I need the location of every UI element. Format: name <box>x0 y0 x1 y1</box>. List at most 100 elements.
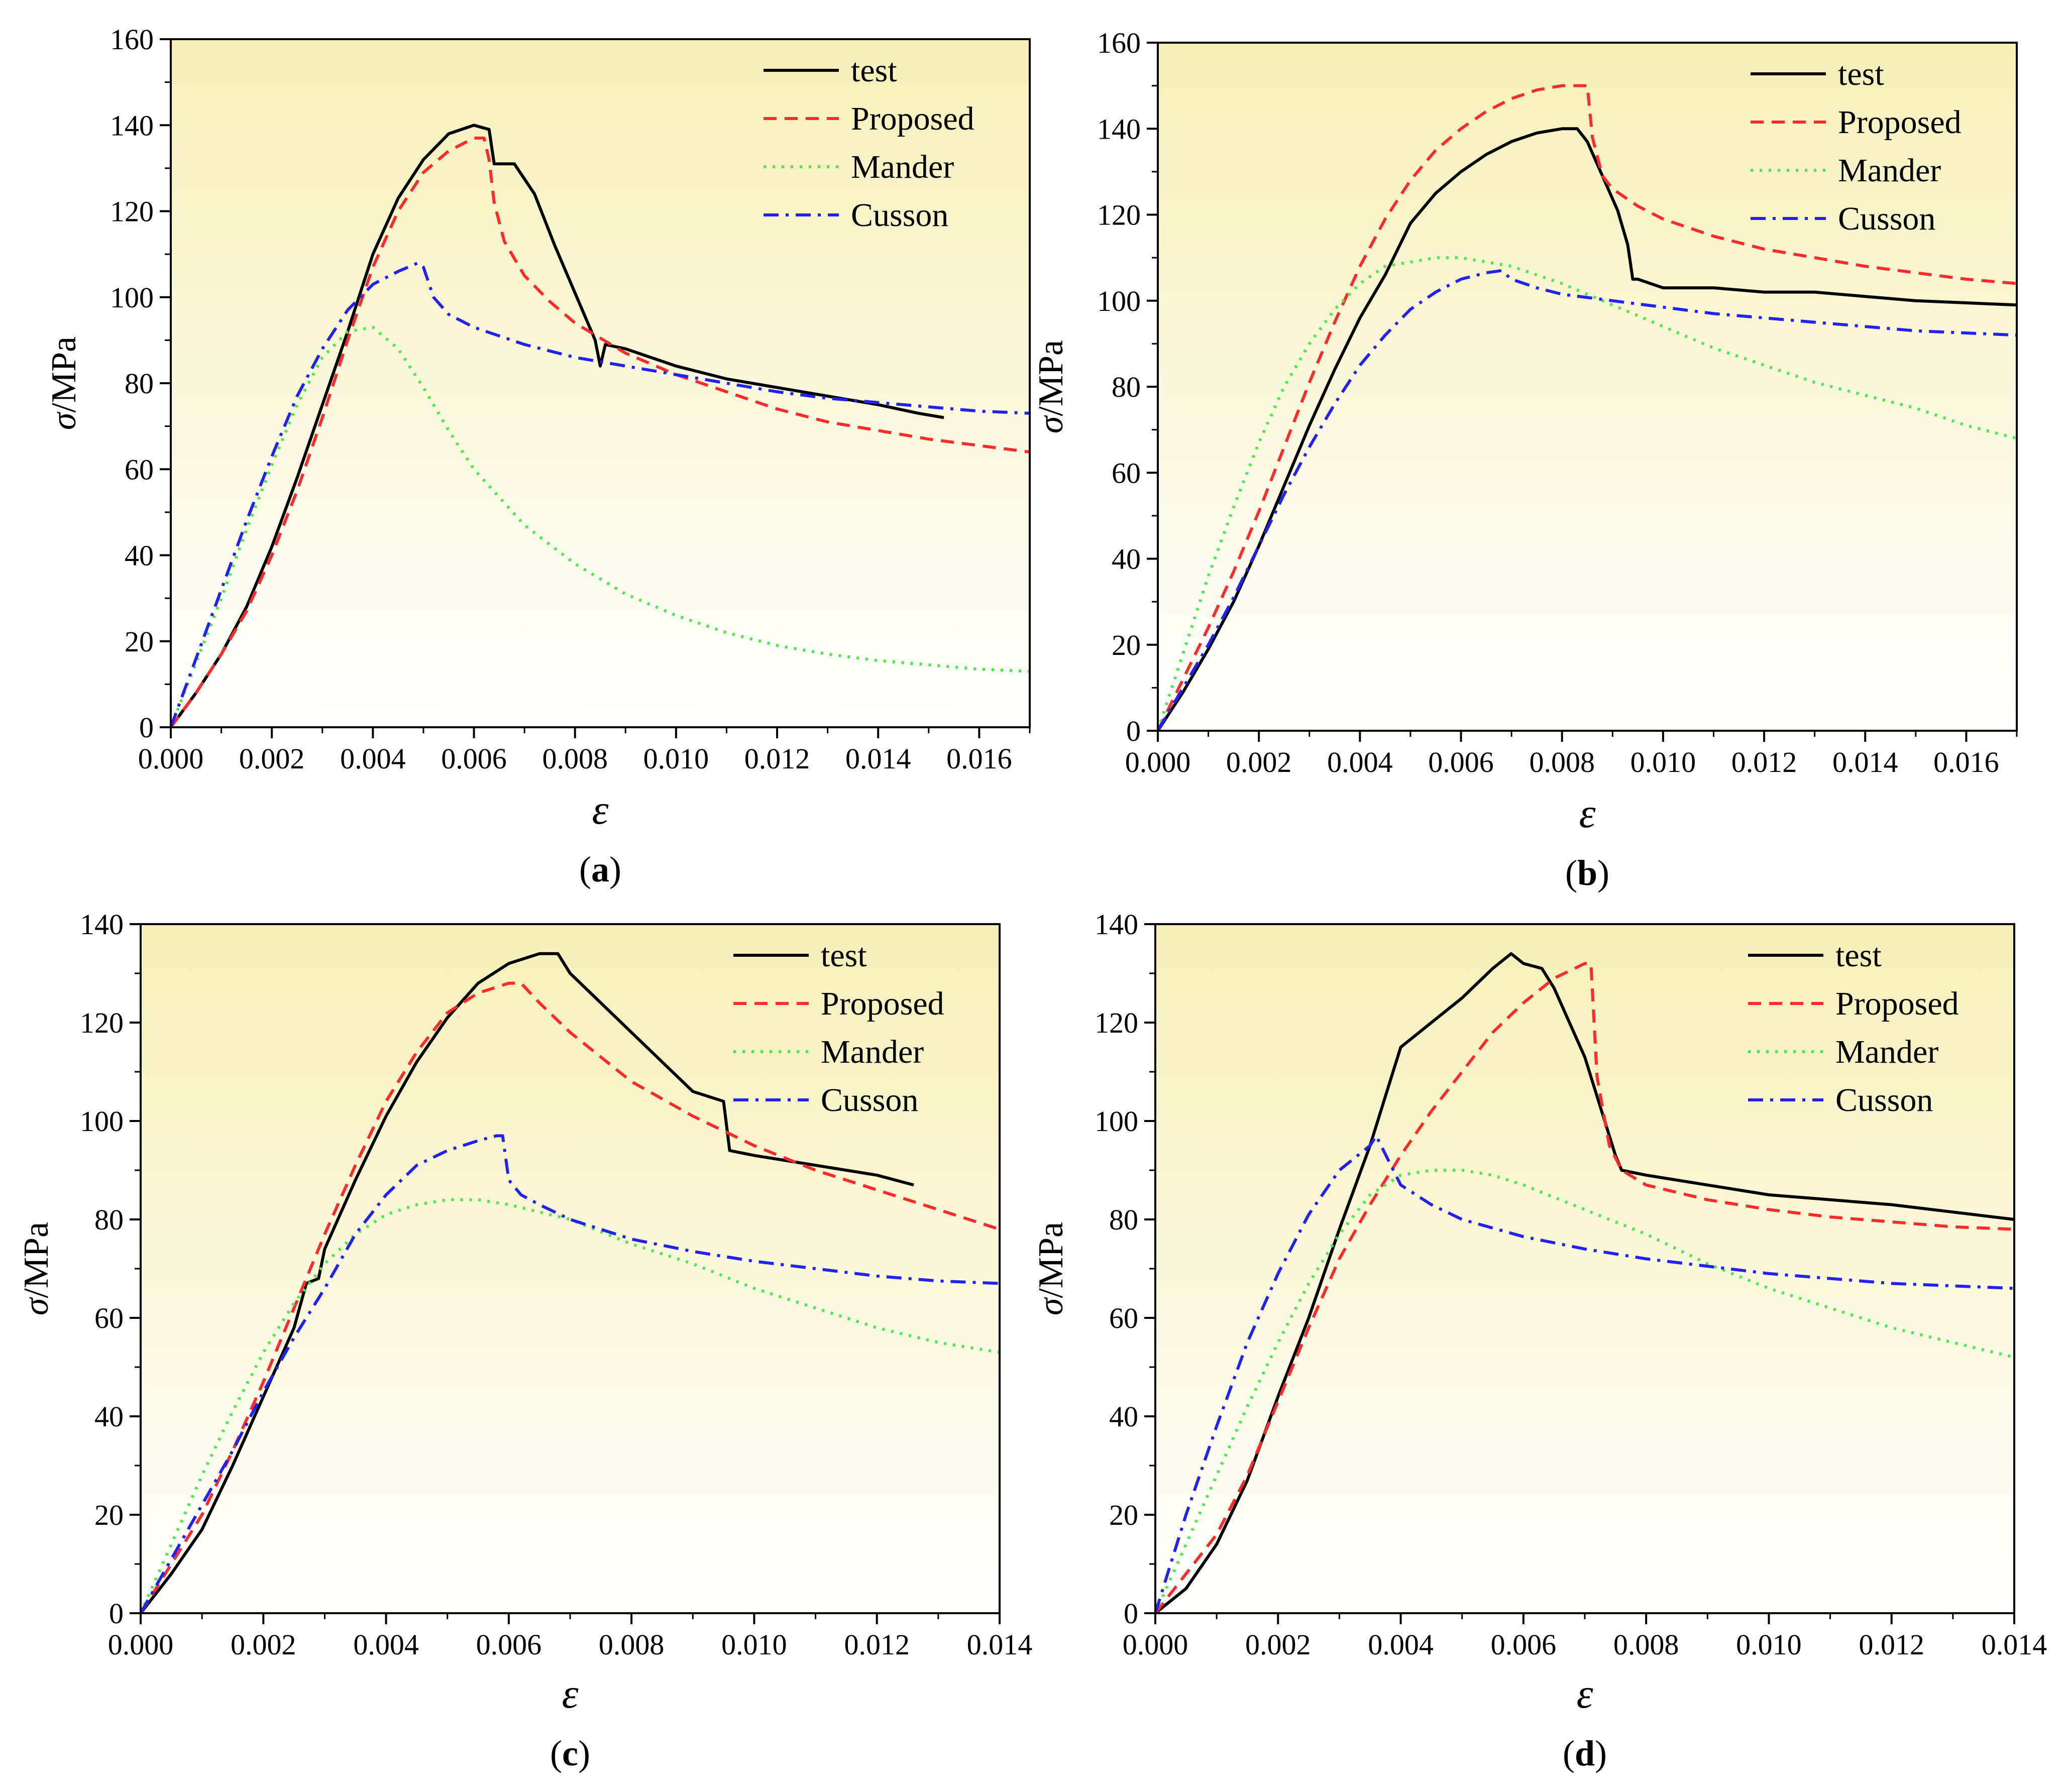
y-tick-label: 120 <box>1097 199 1141 232</box>
series-line-test <box>141 952 914 1613</box>
plot-area <box>141 924 1000 1613</box>
y-tick-label: 40 <box>94 1400 124 1433</box>
x-tick-label: 0.004 <box>340 742 406 775</box>
series-line-proposed <box>1155 962 2014 1613</box>
chart-panel-b: σ/MPa ε (b) 0.000 0.002 0.004 0.006 0.008 0.0… <box>1032 27 2018 893</box>
series-group <box>1155 952 2014 1613</box>
x-tick-label: 0.012 <box>1731 746 1797 778</box>
x-axis-label: ε <box>1576 1670 1593 1717</box>
legend-label-test: test <box>1838 56 1884 92</box>
legend-label-proposed: Proposed <box>1838 104 1962 141</box>
y-tick-label: 20 <box>125 625 154 658</box>
x-tick-label: 0.012 <box>744 742 810 775</box>
y-tick-label: 40 <box>1109 1400 1138 1433</box>
x-tick-label: 0.008 <box>542 742 608 775</box>
y-tick-label: 140 <box>1097 113 1141 145</box>
x-tick-label: 0.002 <box>231 1628 296 1661</box>
panel-caption: (c) <box>550 1733 590 1773</box>
y-tick-label: 80 <box>1112 371 1141 403</box>
series-line-mander <box>1155 1169 2014 1613</box>
y-tick-label: 140 <box>110 109 154 142</box>
y-tick-label: 120 <box>110 195 154 228</box>
x-tick-label: 0.010 <box>1630 746 1696 778</box>
y-tick-label: 140 <box>80 908 124 941</box>
x-tick-label: 0.006 <box>1491 1628 1557 1661</box>
series-line-test <box>1158 127 2017 731</box>
y-tick-label: 40 <box>1112 543 1141 576</box>
x-tick-label: 0.012 <box>844 1628 910 1661</box>
chart-panel-d: σ/MPa ε (d) 0.000 0.002 0.004 0.006 0.008 0.0… <box>1032 908 2047 1773</box>
x-tick-label: 0.008 <box>1613 1628 1679 1661</box>
legend-label-proposed: Proposed <box>821 985 944 1022</box>
x-tick-label: 0.002 <box>1226 746 1292 778</box>
y-tick-label: 100 <box>80 1105 124 1138</box>
x-tick-label: 0.008 <box>599 1628 665 1661</box>
x-tick-label: 0.012 <box>1859 1628 1924 1661</box>
x-tick-label: 0.000 <box>108 1628 174 1661</box>
x-tick-label: 0.014 <box>1832 746 1898 778</box>
series-line-proposed <box>1158 84 2017 731</box>
legend-label-cusson: Cusson <box>821 1082 918 1118</box>
y-tick-label: 100 <box>1095 1105 1138 1138</box>
x-tick-label: 0.010 <box>721 1628 787 1661</box>
x-axis-label: ε <box>1579 790 1596 837</box>
y-tick-label: 20 <box>1109 1499 1138 1531</box>
y-tick-label: 0 <box>1124 1597 1138 1630</box>
legend: test Proposed Mander Cusson <box>1751 56 1962 237</box>
legend: test Proposed Mander Cusson <box>1748 937 1959 1118</box>
legend-label-test: test <box>851 52 897 89</box>
y-axis-label: σ/MPa <box>1032 1222 1070 1315</box>
y-tick-label: 100 <box>110 281 154 314</box>
x-tick-label: 0.002 <box>239 742 305 775</box>
legend-label-mander: Mander <box>851 149 954 185</box>
y-tick-label: 0 <box>109 1597 124 1630</box>
x-tick-label: 0.006 <box>1428 746 1494 778</box>
series-line-cusson <box>141 1134 1000 1613</box>
y-tick-label: 20 <box>1112 629 1141 661</box>
x-tick-label: 0.016 <box>1933 746 1999 778</box>
y-tick-label: 20 <box>94 1499 124 1531</box>
series-line-cusson <box>171 261 1030 727</box>
x-tick-label: 0.010 <box>643 742 709 775</box>
y-tick-label: 60 <box>125 453 154 486</box>
series-line-proposed <box>141 981 1000 1613</box>
plot-area <box>1158 43 2017 731</box>
y-axis-label: σ/MPa <box>45 337 83 430</box>
panel-caption: (d) <box>1563 1733 1607 1773</box>
legend-label-mander: Mander <box>1838 152 1941 189</box>
series-line-cusson <box>1155 1134 2014 1613</box>
panel-caption: (a) <box>579 849 621 889</box>
legend: test Proposed Mander Cusson <box>733 937 944 1118</box>
y-tick-label: 100 <box>1097 285 1141 317</box>
plot-area <box>1155 924 2014 1613</box>
series-group <box>141 952 1000 1613</box>
legend: test Proposed Mander Cusson <box>764 52 974 234</box>
y-tick-label: 80 <box>1109 1203 1138 1236</box>
y-tick-label: 0 <box>139 711 154 744</box>
x-tick-label: 0.014 <box>845 742 911 775</box>
chart-panel-c: σ/MPa ε (c) 0.000 0.002 0.004 0.006 0.008 0.0… <box>17 908 1032 1773</box>
legend-label-cusson: Cusson <box>1835 1082 1933 1118</box>
plot-area <box>171 39 1030 727</box>
y-tick-label: 160 <box>110 23 154 56</box>
x-tick-label: 0.014 <box>1982 1628 2047 1661</box>
y-tick-label: 60 <box>94 1302 124 1334</box>
x-tick-label: 0.006 <box>476 1628 542 1661</box>
y-tick-label: 60 <box>1112 457 1141 489</box>
x-tick-label: 0.002 <box>1245 1628 1311 1661</box>
y-tick-label: 120 <box>80 1006 124 1039</box>
legend-label-cusson: Cusson <box>1838 200 1935 237</box>
legend-label-mander: Mander <box>1835 1034 1938 1070</box>
y-tick-label: 80 <box>94 1203 124 1236</box>
x-tick-label: 0.016 <box>946 742 1012 775</box>
chart-panel-a: σ/MPa ε (a) 0.000 0.002 0.004 0.006 0.008 0.0… <box>45 23 1031 889</box>
y-tick-label: 140 <box>1095 908 1138 941</box>
y-tick-label: 40 <box>125 539 154 572</box>
x-tick-label: 0.014 <box>967 1628 1033 1661</box>
y-axis-label: σ/MPa <box>1032 340 1070 433</box>
x-tick-label: 0.006 <box>441 742 507 775</box>
series-group <box>1158 84 2017 731</box>
x-tick-label: 0.004 <box>1368 1628 1434 1661</box>
y-tick-label: 0 <box>1126 715 1141 747</box>
